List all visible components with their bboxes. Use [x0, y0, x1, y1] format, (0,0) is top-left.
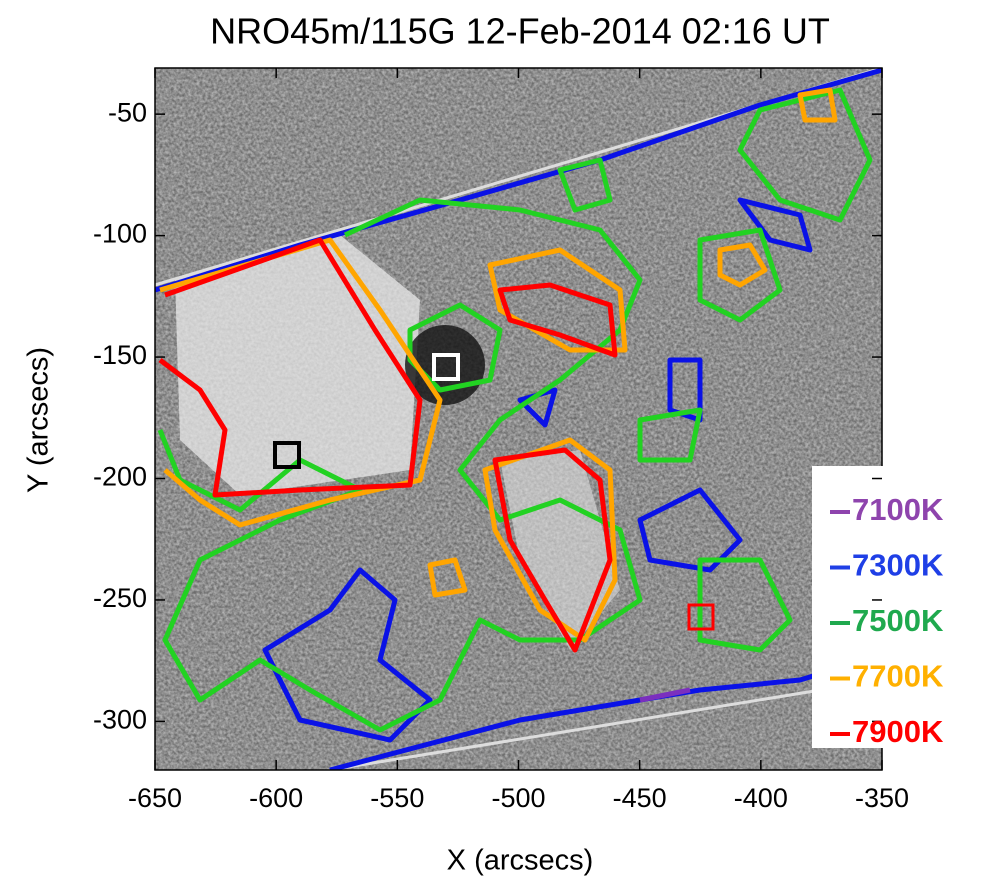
x-tick-label: -550: [370, 783, 424, 813]
x-tick-label: -400: [734, 783, 788, 813]
y-tick-label: -200: [93, 462, 147, 492]
y-tick-label: -50: [108, 97, 147, 127]
title: NRO45m/115G 12-Feb-2014 02:16 UT: [210, 11, 830, 52]
y-tick-label: -300: [93, 705, 147, 735]
legend-label: 7700K: [852, 659, 944, 694]
solar-image: [155, 68, 882, 770]
x-tick-label: -650: [128, 783, 182, 813]
y-tick-label: -100: [93, 219, 147, 249]
x-tick-label: -500: [491, 783, 545, 813]
legend-label: 7900K: [852, 714, 944, 749]
x-axis-label: X (arcsecs): [447, 845, 594, 877]
figure: NRO45m/115G 12-Feb-2014 02:16 UT: [0, 0, 1007, 886]
legend-label: 7500K: [852, 603, 944, 638]
y-tick-label: -150: [93, 340, 147, 370]
x-tick-label: -450: [613, 783, 667, 813]
y-tick-label: -250: [93, 583, 147, 613]
x-tick-label: -600: [249, 783, 303, 813]
y-axis-label: Y (arcsecs): [23, 347, 55, 493]
legend-label: 7300K: [852, 548, 944, 583]
x-tick-label: -350: [855, 783, 909, 813]
legend-label: 7100K: [852, 492, 944, 527]
